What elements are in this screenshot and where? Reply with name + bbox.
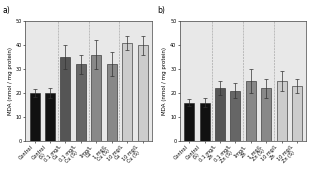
- Bar: [138, 45, 148, 141]
- Bar: [215, 88, 225, 141]
- Bar: [231, 91, 241, 141]
- Bar: [246, 81, 256, 141]
- Bar: [45, 93, 55, 141]
- Bar: [91, 55, 101, 141]
- Bar: [200, 103, 210, 141]
- Bar: [292, 86, 302, 141]
- Y-axis label: MDA (nmol / mg protein): MDA (nmol / mg protein): [8, 47, 13, 115]
- Bar: [107, 64, 117, 141]
- Y-axis label: MDA (nmol / mg protein): MDA (nmol / mg protein): [163, 47, 168, 115]
- Bar: [61, 57, 71, 141]
- Bar: [30, 93, 40, 141]
- Bar: [184, 103, 194, 141]
- Bar: [76, 64, 86, 141]
- Text: a): a): [2, 6, 10, 15]
- Bar: [277, 81, 287, 141]
- Bar: [261, 88, 271, 141]
- Text: b): b): [157, 6, 165, 15]
- Bar: [122, 43, 132, 141]
